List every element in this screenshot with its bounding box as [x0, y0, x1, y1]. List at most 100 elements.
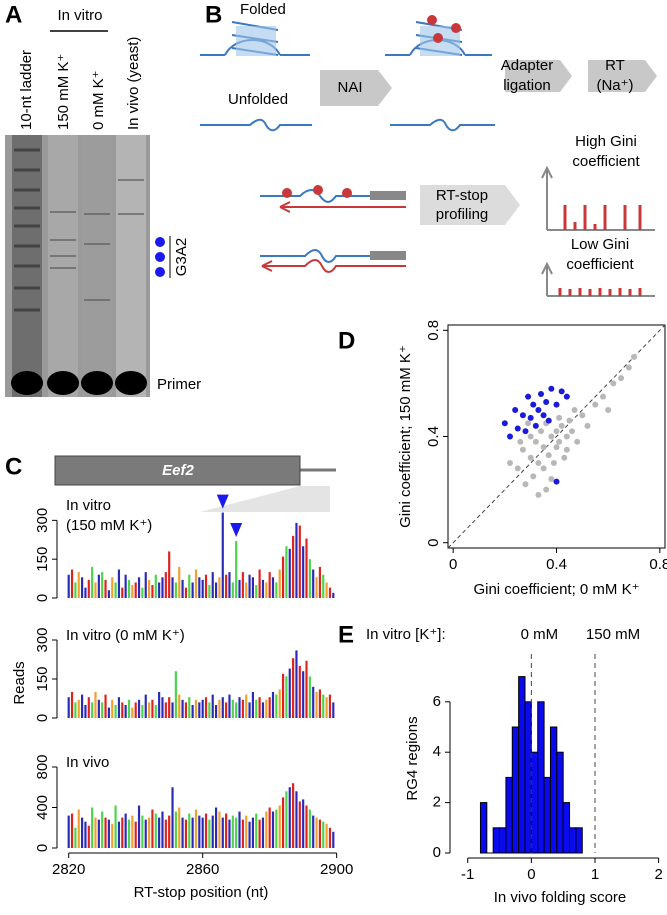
point [556, 438, 563, 445]
bar [530, 751, 539, 854]
bar [241, 572, 244, 598]
bar [241, 819, 244, 848]
y-axis-title: Reads [11, 661, 28, 704]
bar [81, 577, 84, 598]
bar [511, 726, 520, 854]
bar [543, 776, 551, 854]
bar [271, 577, 275, 598]
bar [322, 574, 325, 598]
bar [201, 579, 204, 598]
bar [315, 692, 318, 718]
point [517, 438, 524, 445]
bar [194, 569, 198, 598]
bar [261, 579, 265, 598]
point [579, 412, 586, 419]
point [527, 414, 534, 421]
bar [87, 697, 90, 718]
bar [201, 699, 204, 718]
bar [245, 694, 248, 718]
bar [137, 805, 141, 848]
bar [178, 807, 181, 848]
point [525, 393, 532, 400]
bar [245, 815, 248, 848]
bar [77, 809, 80, 848]
bar [549, 726, 558, 854]
bar [107, 819, 110, 848]
bar [134, 821, 137, 848]
bar [298, 666, 301, 718]
point [530, 401, 537, 408]
bar [70, 813, 74, 848]
bar [295, 650, 298, 718]
bar [188, 697, 191, 718]
bar [295, 791, 298, 848]
point [618, 375, 625, 382]
bar [127, 819, 131, 848]
bar [74, 827, 77, 848]
bar [141, 705, 144, 718]
bar [171, 787, 174, 848]
bar [124, 574, 127, 598]
point [600, 393, 606, 400]
bar [164, 702, 167, 718]
point [563, 393, 570, 400]
point [605, 406, 612, 413]
bar [312, 569, 315, 598]
bar [479, 802, 488, 854]
x-tick-label: -1 [461, 866, 474, 883]
bar [231, 582, 234, 598]
bar [184, 819, 188, 848]
bar [281, 556, 285, 598]
bar [302, 799, 305, 848]
bar [312, 686, 315, 718]
bar [258, 569, 261, 598]
bar [328, 694, 332, 718]
bar [94, 582, 97, 598]
diagram-label: Unfolded [228, 91, 288, 108]
legend-title: In vitro [K⁺]: [366, 626, 446, 643]
point [553, 428, 560, 435]
point [519, 412, 526, 419]
bar [325, 697, 328, 718]
diagram-label: (Na⁺) [596, 77, 633, 94]
bar [204, 697, 208, 718]
point [574, 438, 581, 445]
bar [87, 579, 90, 598]
bar [251, 817, 255, 848]
bar [218, 699, 221, 718]
point [563, 446, 570, 453]
point [548, 385, 555, 392]
bar [164, 819, 167, 848]
x-axis-title: RT-stop position (nt) [134, 884, 269, 901]
bar [235, 702, 238, 718]
bar [322, 821, 325, 848]
bar [74, 582, 77, 598]
bar [278, 689, 281, 718]
bar [214, 807, 218, 848]
point [553, 401, 560, 408]
bar [292, 658, 295, 718]
bar [84, 821, 87, 848]
bar [505, 776, 513, 854]
bar [87, 825, 90, 848]
bar [184, 702, 188, 718]
x-tick-label: 2820 [52, 861, 85, 878]
bar [127, 699, 131, 718]
bar [144, 572, 147, 598]
point [527, 454, 534, 461]
panel-label: E [338, 621, 354, 648]
bar [178, 694, 181, 718]
y-tick-label: 0 [34, 594, 51, 602]
bar [285, 546, 288, 598]
y-tick-label: 300 [34, 508, 51, 533]
bar [295, 522, 298, 598]
bar [248, 702, 251, 718]
bar [228, 819, 231, 848]
bar [271, 811, 275, 848]
point [522, 428, 529, 435]
bar [104, 694, 107, 718]
bar [114, 805, 117, 848]
bar [188, 574, 191, 598]
bar [325, 582, 328, 598]
bar [104, 579, 107, 598]
